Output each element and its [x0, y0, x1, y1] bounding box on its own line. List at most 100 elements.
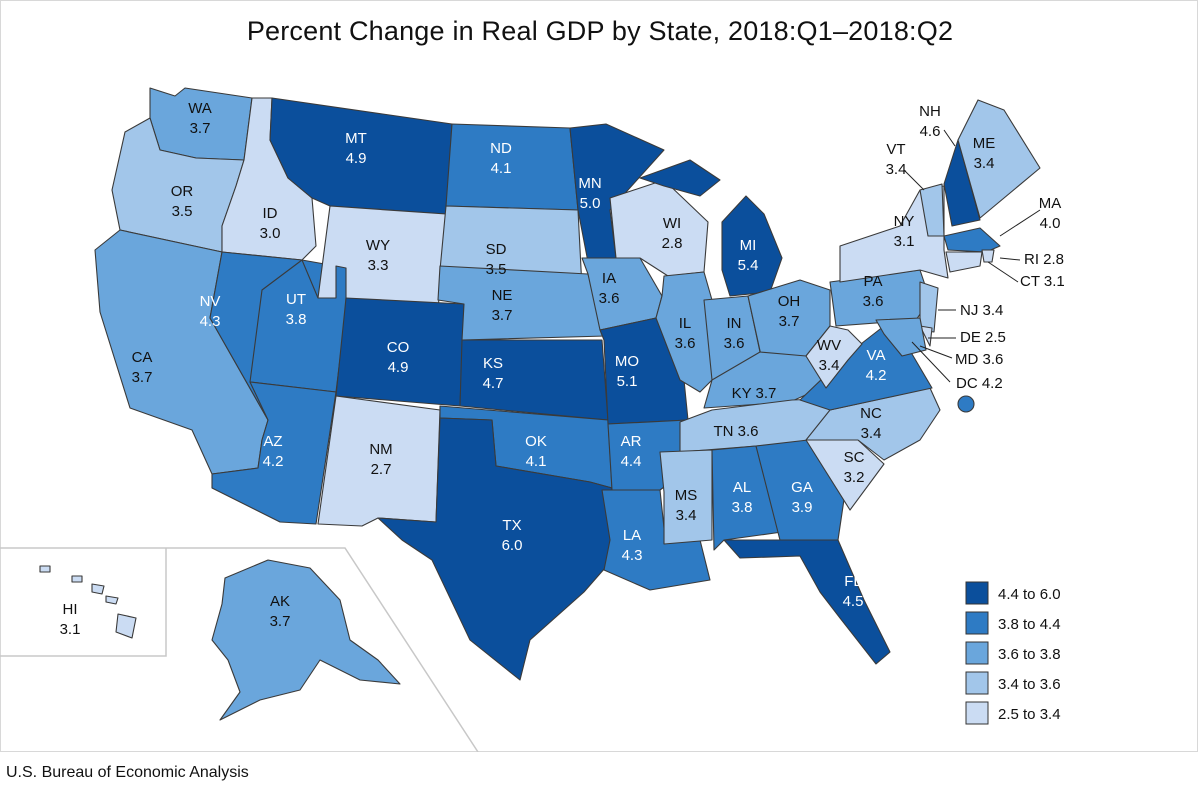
state-value-wv: 3.4 — [819, 357, 840, 374]
state-value-nc: 3.4 — [861, 425, 882, 442]
state-tx — [377, 417, 613, 681]
map-frame — [0, 0, 1198, 752]
legend-swatch — [965, 671, 989, 695]
state-value-il: 3.6 — [675, 335, 696, 352]
state-label-wy: WY — [366, 237, 390, 254]
state-value-ak: 3.7 — [270, 613, 291, 630]
state-value-me: 3.4 — [974, 155, 995, 172]
state-la — [601, 489, 711, 591]
state-label-wa: WA — [188, 100, 212, 117]
state-value-mo: 5.1 — [617, 373, 638, 390]
state-value-ca: 3.7 — [132, 369, 153, 386]
state-value-wy: 3.3 — [368, 257, 389, 274]
leader-line — [943, 129, 956, 147]
leader-line — [903, 169, 925, 191]
state-label-ga: GA — [791, 479, 813, 496]
leader-line — [999, 257, 1021, 261]
state-value-nv: 4.3 — [200, 313, 221, 330]
state-value-nm: 2.7 — [371, 461, 392, 478]
state-label-vt: VT — [886, 141, 905, 158]
legend-label: 3.8 to 4.4 — [998, 616, 1061, 633]
legend-swatch — [965, 581, 989, 605]
state-label-ak: AK — [270, 593, 290, 610]
state-value-az: 4.2 — [263, 453, 284, 470]
state-label-wv: WV — [817, 337, 841, 354]
state-label-ny: NY — [894, 213, 915, 230]
state-value-in: 3.6 — [724, 335, 745, 352]
state-label-ks: KS — [483, 355, 503, 372]
state-az — [211, 381, 337, 525]
state-ct — [945, 251, 983, 273]
state-value-ma: 4.0 — [1040, 215, 1061, 232]
state-me — [957, 99, 1041, 219]
state-ne — [437, 265, 607, 341]
state-label-ar: AR — [621, 433, 642, 450]
us-choropleth-map: WA 3.7 OR 3.5 CA 3.7 ID 3.0 NV 4.3 MT 4.9 WY 3.3 UT 3.8… — [0, 87, 1065, 752]
state-al — [711, 445, 783, 551]
state-dc — [957, 395, 975, 413]
state-value-vt: 3.4 — [886, 161, 907, 178]
state-nd — [445, 123, 579, 211]
state-label-or: OR — [171, 183, 194, 200]
state-label-tn: TN 3.6 — [713, 423, 758, 440]
state-nj — [919, 281, 939, 333]
state-label-va: VA — [867, 347, 886, 364]
source-credit: U.S. Bureau of Economic Analysis — [6, 764, 249, 781]
state-label-me: ME — [973, 135, 996, 152]
state-value-nh: 4.6 — [920, 123, 941, 140]
state-labels: WA 3.7 OR 3.5 CA 3.7 ID 3.0 NV 4.3 MT 4.9 WY 3.3 UT 3.8… — [60, 100, 1065, 638]
state-label-ms: MS — [675, 487, 698, 504]
state-label-mi: MI — [740, 237, 757, 254]
leader-line — [911, 341, 951, 383]
state-label-nv: NV — [200, 293, 221, 310]
state-value-fl: 4.5 — [843, 593, 864, 610]
state-label-pa: PA — [864, 273, 883, 290]
state-label-de: DE 2.5 — [960, 329, 1006, 346]
state-label-tx: TX — [502, 517, 521, 534]
state-label-ky: KY 3.7 — [732, 385, 777, 402]
state-label-ca: CA — [132, 349, 153, 366]
state-label-nc: NC — [860, 405, 882, 422]
state-label-sd: SD — [486, 241, 507, 258]
state-label-in: IN — [727, 315, 742, 332]
legend-label: 3.4 to 3.6 — [998, 676, 1061, 693]
state-value-wi: 2.8 — [662, 235, 683, 252]
state-label-id: ID — [263, 205, 278, 222]
state-label-ut: UT — [286, 291, 306, 308]
state-label-il: IL — [679, 315, 692, 332]
state-label-la: LA — [623, 527, 641, 544]
state-value-oh: 3.7 — [779, 313, 800, 330]
state-label-nd: ND — [490, 140, 512, 157]
state-value-ok: 4.1 — [526, 453, 547, 470]
legend-label: 3.6 to 3.8 — [998, 646, 1061, 663]
state-label-wi: WI — [663, 215, 681, 232]
state-value-sc: 3.2 — [844, 469, 865, 486]
state-value-ar: 4.4 — [621, 453, 642, 470]
map-title: Percent Change in Real GDP by State, 201… — [246, 16, 954, 46]
state-ri — [981, 249, 995, 263]
state-label-md: MD 3.6 — [955, 351, 1003, 368]
state-value-ne: 3.7 — [492, 307, 513, 324]
state-value-mt: 4.9 — [346, 150, 367, 167]
legend-swatch — [965, 701, 989, 725]
state-fl — [723, 539, 891, 665]
state-value-mn: 5.0 — [580, 195, 601, 212]
legend-swatch — [965, 641, 989, 665]
state-value-ms: 3.4 — [676, 507, 697, 524]
state-value-la: 4.3 — [622, 547, 643, 564]
legend: 4.4 to 6.0 3.8 to 4.4 3.6 to 3.8 3.4 to 3.6… — [965, 581, 1061, 725]
state-label-al: AL — [733, 479, 751, 496]
state-value-ny: 3.1 — [894, 233, 915, 250]
state-value-hi: 3.1 — [60, 621, 81, 638]
state-value-or: 3.5 — [172, 203, 193, 220]
state-label-ok: OK — [525, 433, 547, 450]
state-label-fl: FL — [844, 573, 862, 590]
state-label-oh: OH — [778, 293, 801, 310]
leader-line — [987, 261, 1019, 283]
state-value-ks: 4.7 — [483, 375, 504, 392]
state-ny — [839, 185, 949, 283]
state-value-va: 4.2 — [866, 367, 887, 384]
state-label-nm: NM — [369, 441, 392, 458]
state-label-mo: MO — [615, 353, 639, 370]
state-value-pa: 3.6 — [863, 293, 884, 310]
